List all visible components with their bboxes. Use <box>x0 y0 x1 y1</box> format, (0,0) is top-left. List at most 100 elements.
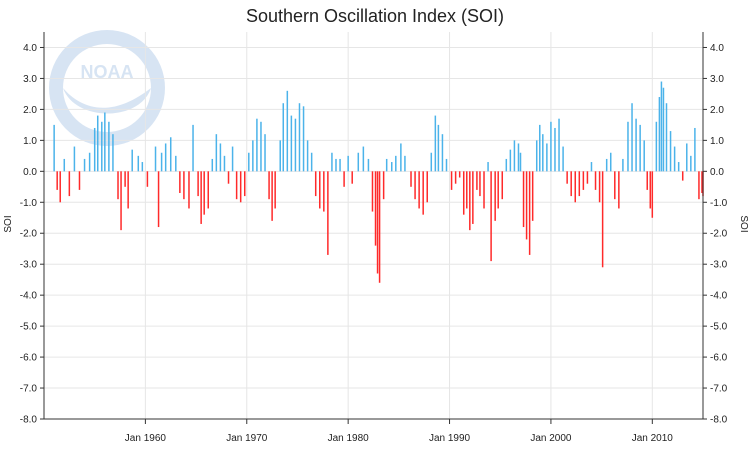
bar-negative <box>476 171 478 190</box>
bar-positive <box>509 149 512 172</box>
bar-negative <box>323 171 325 212</box>
bar-positive <box>252 140 254 172</box>
bar-positive <box>505 158 508 172</box>
bar-negative <box>522 171 525 228</box>
bar-positive <box>690 155 692 172</box>
bar-negative <box>426 171 428 203</box>
bar-positive <box>639 124 641 172</box>
bar-positive <box>104 112 106 172</box>
bar-positive <box>93 127 96 172</box>
chart-title: Southern Oscillation Index (SOI) <box>246 6 504 26</box>
bar-positive <box>219 143 222 172</box>
y-tick-label-left: -4.0 <box>20 291 38 302</box>
bar-positive <box>400 143 402 172</box>
y-tick-label-left: -3.0 <box>20 260 38 271</box>
bar-negative <box>462 171 465 215</box>
bar-positive <box>286 90 289 172</box>
bar-negative <box>274 171 276 209</box>
bar-negative <box>582 171 585 190</box>
bar-negative <box>601 171 604 268</box>
bar-positive <box>434 115 437 172</box>
bar-positive <box>546 143 548 172</box>
y-tick-label-left: -1.0 <box>20 198 38 209</box>
bar-positive <box>542 134 544 172</box>
bar-negative <box>371 171 374 212</box>
bar-positive <box>164 143 167 172</box>
bar-negative <box>203 171 205 215</box>
bar-negative <box>271 171 273 221</box>
bar-negative <box>566 171 568 184</box>
bar-negative <box>494 171 496 221</box>
bar-positive <box>282 103 285 172</box>
bar-positive <box>298 103 301 172</box>
bar-negative <box>351 171 353 184</box>
bar-positive <box>306 140 309 172</box>
bar-positive <box>487 162 489 172</box>
bar-negative <box>598 171 601 203</box>
bar-negative <box>188 171 190 209</box>
bar-negative <box>378 171 381 283</box>
bar-negative <box>410 171 412 187</box>
bar-positive <box>108 121 110 172</box>
bar-positive <box>362 146 365 172</box>
bar-negative <box>239 171 242 203</box>
axes: 4.0 4.0 3.0 3.0 2.0 2.0 1.0 1.0 0.0 0.0 -1.0 -1.0 -2… <box>20 32 728 444</box>
y-tick-label-left: -5.0 <box>20 322 38 333</box>
y-tick-label-left: 4.0 <box>23 43 37 54</box>
bar-negative <box>374 171 377 246</box>
bar-positive <box>175 155 177 172</box>
x-tick-label: Jan 1980 <box>328 433 370 444</box>
bar-negative <box>531 171 534 221</box>
bar-positive <box>519 152 522 172</box>
bar-positive <box>83 158 86 172</box>
grid-lines <box>44 32 703 420</box>
y-tick-label-right: -5.0 <box>710 322 728 333</box>
bar-negative <box>651 171 654 218</box>
bar-negative <box>197 171 199 197</box>
bar-negative <box>376 171 379 274</box>
bar-positive <box>96 115 99 172</box>
y-tick-label-left: 2.0 <box>23 105 37 116</box>
bar-negative <box>127 171 129 209</box>
bar-positive <box>294 118 297 172</box>
bar-positive <box>63 158 66 172</box>
bar-positive <box>627 121 629 172</box>
y-tick-label-left: -6.0 <box>20 353 38 364</box>
bar-negative <box>343 171 345 187</box>
bar-positive <box>335 158 337 172</box>
bar-negative <box>78 171 81 190</box>
bar-negative <box>646 171 648 190</box>
bar-positive <box>658 97 661 172</box>
bar-positive <box>517 143 520 172</box>
y-tick-label-right: 3.0 <box>710 74 724 85</box>
bar-positive <box>437 124 440 172</box>
bar-negative <box>200 171 202 224</box>
bar-positive <box>73 146 76 172</box>
bar-negative <box>472 171 474 224</box>
bar-positive <box>154 146 157 172</box>
bar-positive <box>513 140 516 172</box>
bar-positive <box>694 127 696 172</box>
bar-positive <box>535 140 538 172</box>
bar-positive <box>660 81 663 172</box>
bar-negative <box>414 171 416 200</box>
bar-negative <box>483 171 485 209</box>
bar-positive <box>231 146 234 172</box>
bar-positive <box>605 158 608 172</box>
y-tick-label-right: 1.0 <box>710 136 724 147</box>
bar-negative <box>466 171 468 209</box>
noaa-logo-watermark: NOAA <box>49 30 165 146</box>
y-axis-label-left: SOI <box>3 215 14 232</box>
y-tick-label-left: 0.0 <box>23 167 37 178</box>
bar-negative <box>56 171 58 190</box>
x-tick-label: Jan 1970 <box>226 433 268 444</box>
bar-positive <box>339 158 341 172</box>
bar-negative <box>319 171 321 209</box>
bar-positive <box>215 134 218 172</box>
bar-negative <box>117 171 119 200</box>
bar-negative <box>525 171 528 240</box>
bar-positive <box>665 103 668 172</box>
bar-negative <box>469 171 471 231</box>
bar-positive <box>211 158 214 172</box>
